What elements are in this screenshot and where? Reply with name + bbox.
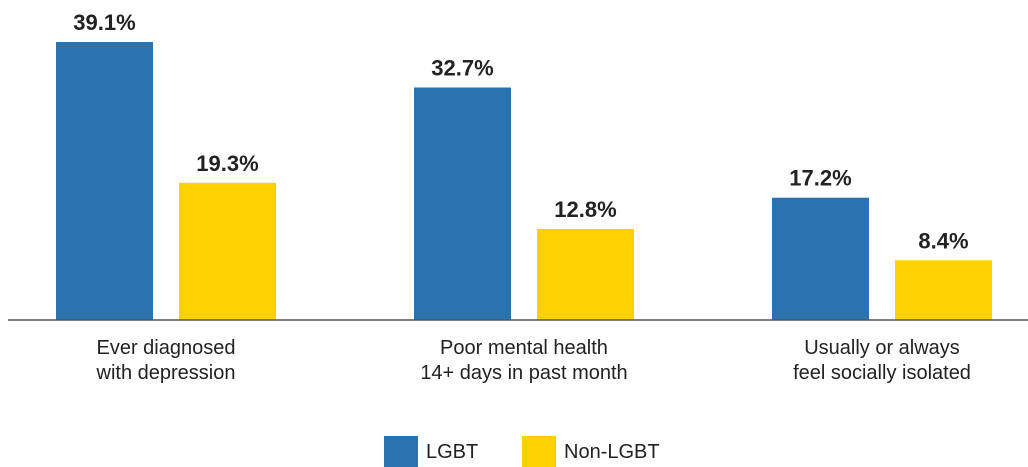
value-label: 12.8% (554, 197, 616, 222)
category-label: Ever diagnosed (97, 337, 236, 359)
legend-swatch-non-lgbt (522, 436, 556, 467)
value-label: 17.2% (789, 166, 851, 191)
legend-swatch-lgbt (384, 436, 418, 467)
category-label: with depression (96, 362, 236, 384)
category-label: Poor mental health (440, 337, 608, 359)
legend-label-lgbt: LGBT (426, 441, 478, 463)
value-label: 32.7% (431, 56, 493, 81)
bar-lgbt-1 (414, 87, 511, 320)
bars-group (56, 42, 992, 320)
bar-lgbt-0 (56, 42, 153, 320)
bar-non-lgbt-0 (179, 182, 276, 320)
value-label: 19.3% (196, 151, 258, 176)
category-label: 14+ days in past month (420, 362, 627, 384)
category-labels-group: Ever diagnosed with depression Poor mental… (96, 337, 971, 384)
legend: LGBT Non-LGBT (384, 436, 660, 467)
legend-label-non-lgbt: Non-LGBT (564, 441, 660, 463)
value-labels-group: 39.1% 32.7% 17.2% 19.3% 12.8% 8.4% (73, 10, 968, 253)
value-label: 8.4% (918, 228, 968, 253)
bar-lgbt-2 (772, 197, 869, 320)
category-label: Usually or always (804, 337, 960, 359)
bar-non-lgbt-2 (895, 260, 992, 320)
bar-non-lgbt-1 (537, 228, 634, 320)
category-label: feel socially isolated (793, 362, 971, 384)
value-label: 39.1% (73, 10, 135, 35)
